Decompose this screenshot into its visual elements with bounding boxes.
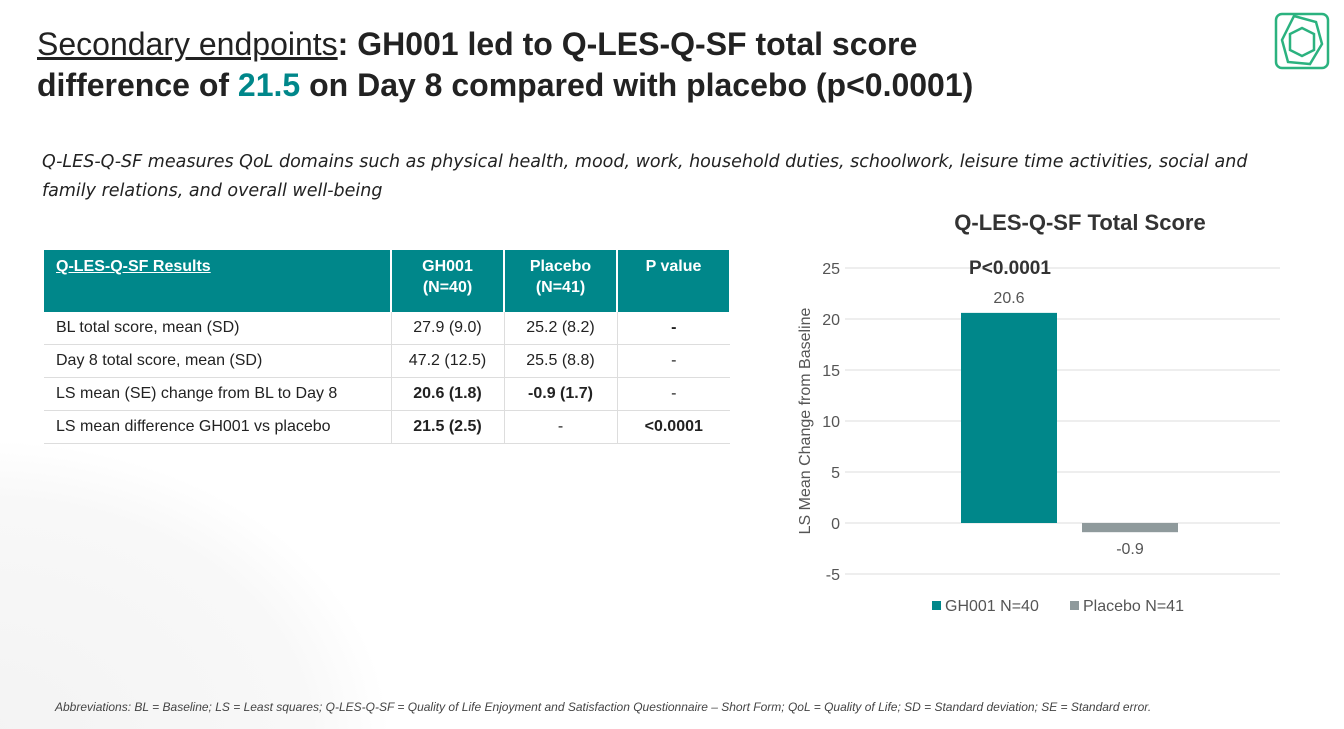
y-axis-label: LS Mean Change from Baseline <box>797 308 814 535</box>
table-cell: BL total score, mean (SD) <box>44 312 392 345</box>
y-tick-label: 20 <box>822 312 840 329</box>
chart-title: Q-LES-Q-SF Total Score <box>954 210 1205 235</box>
table-cell: - <box>617 344 730 378</box>
table-cell: 27.9 (9.0) <box>391 312 505 345</box>
logo-icon <box>1274 12 1330 70</box>
bar <box>1082 523 1178 533</box>
title-underlined: Secondary endpoints <box>37 26 338 62</box>
table-row: LS mean (SE) change from BL to Day 8 20.6… <box>44 377 730 411</box>
table-cell: - <box>504 410 618 444</box>
legend-swatch <box>1070 601 1079 610</box>
legend-label: Placebo N=41 <box>1083 598 1184 615</box>
table-header-row: Q-LES-Q-SF Results GH001 (N=40) Placebo (N… <box>44 250 731 312</box>
title-text: on Day 8 compared with placebo (p<0.0001… <box>300 67 974 103</box>
background-shape <box>0 440 400 729</box>
table-cell: 20.6 (1.8) <box>391 377 505 411</box>
p-value-annotation: P<0.0001 <box>969 258 1051 279</box>
page-title: Secondary endpoints: GH001 led to Q-LES-… <box>37 24 973 106</box>
table-header: P value <box>617 250 731 312</box>
y-tick-label: 15 <box>822 363 840 380</box>
data-label: -0.9 <box>1116 541 1144 558</box>
y-tick-label: 25 <box>822 261 840 278</box>
table-header: Q-LES-Q-SF Results <box>44 250 392 312</box>
table-header: GH001 (N=40) <box>391 250 505 312</box>
table-cell: - <box>617 377 730 411</box>
table-cell: 47.2 (12.5) <box>391 344 505 378</box>
footnote: Abbreviations: BL = Baseline; LS = Least… <box>55 700 1152 714</box>
table-cell: LS mean (SE) change from BL to Day 8 <box>44 377 392 411</box>
title-text: difference of <box>37 67 238 103</box>
y-tick-label: 5 <box>831 465 840 482</box>
bar-chart: Q-LES-Q-SF Total Score 25 20 15 10 5 0 -5 LS Mea… <box>797 210 1280 615</box>
table-cell: - <box>617 312 730 345</box>
y-tick-label: -5 <box>826 567 840 584</box>
table-cell: 21.5 (2.5) <box>391 410 505 444</box>
table-cell: Day 8 total score, mean (SD) <box>44 344 392 378</box>
table-cell: 25.5 (8.8) <box>504 344 618 378</box>
table-row: BL total score, mean (SD) 27.9 (9.0) 25.2 … <box>44 312 730 345</box>
table-cell: -0.9 (1.7) <box>504 377 618 411</box>
title-text: : GH001 led to Q-LES-Q-SF total score <box>337 26 918 62</box>
y-tick-label: 10 <box>822 414 840 431</box>
table-row: LS mean difference GH001 vs placebo 21.5 … <box>44 410 730 444</box>
data-label: 20.6 <box>993 290 1024 307</box>
table-cell: 25.2 (8.2) <box>504 312 618 345</box>
table-cell: LS mean difference GH001 vs placebo <box>44 410 392 444</box>
bar <box>961 312 1057 523</box>
legend-label: GH001 N=40 <box>945 598 1039 615</box>
table-row: Day 8 total score, mean (SD) 47.2 (12.5) 2… <box>44 344 730 378</box>
y-tick-label: 0 <box>831 516 840 533</box>
title-highlight: 21.5 <box>237 67 301 103</box>
table-header: Placebo (N=41) <box>504 250 618 312</box>
subtitle: Q-LES-Q-SF measures QoL domains such as … <box>42 152 1248 201</box>
results-table: Q-LES-Q-SF Results GH001 (N=40) Placebo (N… <box>44 250 731 444</box>
table-cell: <0.0001 <box>617 410 730 444</box>
legend-swatch <box>932 601 941 610</box>
